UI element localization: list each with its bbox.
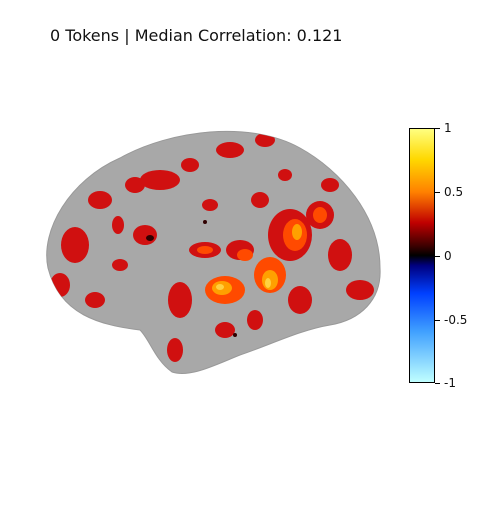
colorbar-tick [435, 320, 440, 321]
colorbar-tick-label: 0 [444, 249, 452, 263]
colorbar-tick [435, 128, 440, 129]
colorbar-tick-label: -1 [444, 376, 456, 390]
activation-patches [50, 133, 374, 362]
colorbar-tick [435, 192, 440, 193]
colorbar [409, 128, 435, 383]
colorbar-tick [435, 383, 440, 384]
colorbar-tick-label: 0.5 [444, 185, 464, 199]
colorbar-tick [435, 256, 440, 257]
colorbar-tick-label: -0.5 [444, 313, 468, 327]
figure-title: 0 Tokens | Median Correlation: 0.121 [50, 26, 343, 45]
colorbar-tick-label: 1 [444, 121, 452, 135]
